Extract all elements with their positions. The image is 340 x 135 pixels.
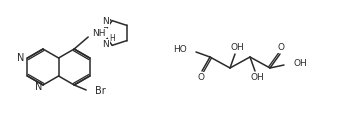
Text: H: H [109, 34, 115, 43]
Text: O: O [277, 43, 285, 53]
Text: HO: HO [173, 45, 187, 55]
Text: NH: NH [92, 28, 106, 38]
Text: Br: Br [95, 86, 106, 96]
Text: OH: OH [250, 72, 264, 82]
Text: N: N [102, 17, 109, 26]
Text: O: O [198, 72, 204, 82]
Text: N: N [35, 82, 42, 92]
Text: N: N [102, 40, 109, 49]
Text: N: N [17, 53, 24, 63]
Text: OH: OH [293, 60, 307, 68]
Text: OH: OH [230, 43, 244, 53]
